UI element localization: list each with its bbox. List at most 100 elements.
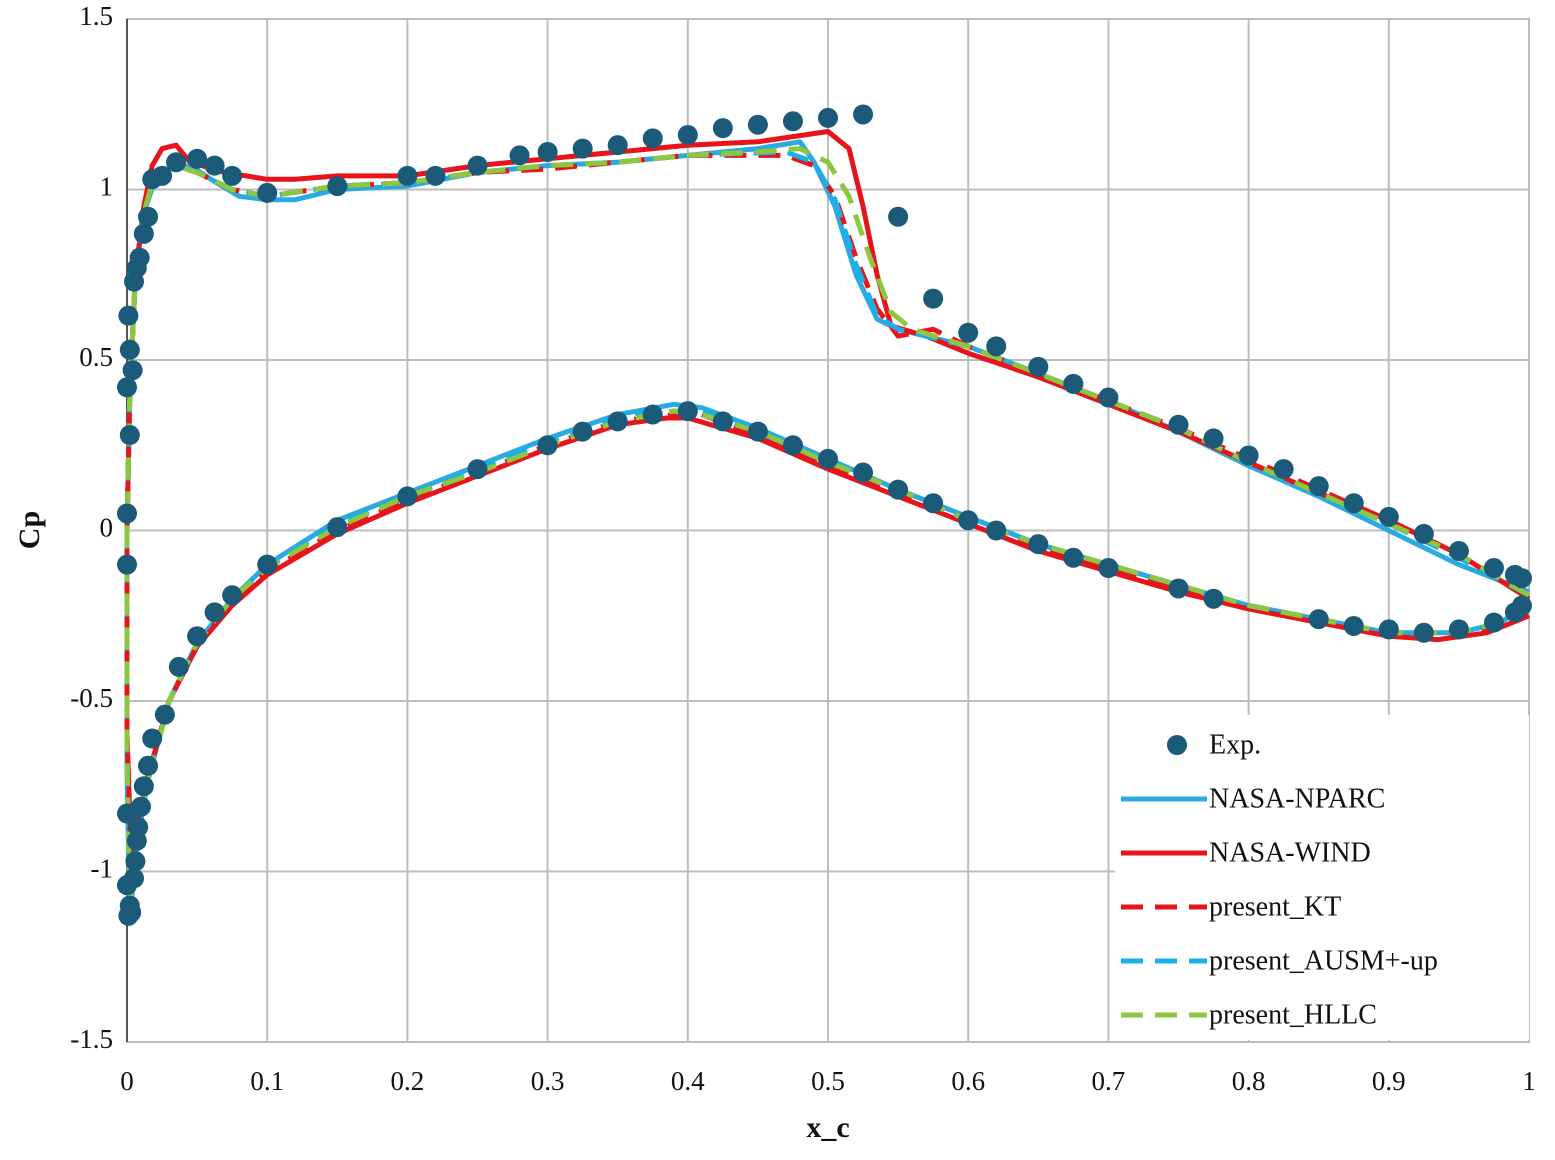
data-point bbox=[124, 868, 145, 889]
data-point bbox=[1448, 619, 1469, 640]
data-point bbox=[853, 104, 874, 125]
data-point bbox=[133, 223, 154, 244]
data-point bbox=[122, 360, 143, 381]
data-point bbox=[712, 118, 733, 139]
data-point bbox=[572, 421, 593, 442]
x-axis-title: x_c bbox=[806, 1111, 849, 1144]
data-point bbox=[257, 182, 278, 203]
data-point bbox=[607, 411, 628, 432]
y-tick-label: 1.5 bbox=[79, 1, 113, 31]
data-point bbox=[1343, 493, 1364, 514]
data-point bbox=[222, 585, 243, 606]
data-point bbox=[607, 135, 628, 156]
data-point bbox=[1168, 414, 1189, 435]
data-point bbox=[121, 902, 142, 923]
y-tick-label: 1 bbox=[100, 172, 114, 202]
data-point bbox=[204, 602, 225, 623]
y-tick-label: -1.5 bbox=[70, 1024, 113, 1054]
data-point bbox=[142, 728, 163, 749]
x-tick-label: 0.4 bbox=[671, 1066, 705, 1096]
data-point bbox=[467, 155, 488, 176]
data-point bbox=[642, 128, 663, 149]
data-point bbox=[537, 141, 558, 162]
data-point bbox=[467, 459, 488, 480]
data-point bbox=[397, 165, 418, 186]
x-tick-label: 0 bbox=[120, 1066, 134, 1096]
x-tick-label: 0.9 bbox=[1372, 1066, 1406, 1096]
data-point bbox=[131, 796, 152, 817]
legend-label: present_KT bbox=[1209, 891, 1341, 922]
data-point bbox=[425, 165, 446, 186]
legend-box bbox=[1115, 715, 1529, 1040]
data-point bbox=[1203, 428, 1224, 449]
data-point bbox=[119, 425, 140, 446]
y-tick-label: 0.5 bbox=[79, 342, 113, 372]
data-point bbox=[677, 124, 698, 145]
data-point bbox=[187, 148, 208, 169]
data-point bbox=[1413, 523, 1434, 544]
data-point bbox=[128, 817, 149, 838]
data-point bbox=[1448, 540, 1469, 561]
data-point bbox=[187, 626, 208, 647]
x-tick-label: 0.6 bbox=[951, 1066, 985, 1096]
data-point bbox=[642, 404, 663, 425]
data-point bbox=[397, 486, 418, 507]
data-point bbox=[986, 520, 1007, 541]
data-point bbox=[1273, 459, 1294, 480]
data-point bbox=[818, 107, 838, 128]
data-point bbox=[1098, 387, 1119, 408]
x-tick-label: 0.8 bbox=[1232, 1066, 1266, 1096]
data-point bbox=[133, 776, 154, 797]
data-point bbox=[166, 152, 187, 173]
data-point bbox=[1511, 568, 1532, 589]
x-tick-label: 1 bbox=[1522, 1066, 1536, 1096]
data-point bbox=[1098, 558, 1119, 579]
data-point bbox=[782, 435, 803, 456]
x-tick-label: 0.3 bbox=[531, 1066, 565, 1096]
data-point bbox=[152, 165, 173, 186]
data-point bbox=[537, 435, 558, 456]
data-point bbox=[1238, 445, 1259, 466]
data-point bbox=[1063, 547, 1084, 568]
data-point bbox=[138, 206, 159, 227]
data-point bbox=[986, 336, 1007, 357]
legend-label: present_HLLC bbox=[1209, 999, 1377, 1030]
data-point bbox=[119, 339, 140, 360]
data-point bbox=[1378, 506, 1399, 527]
y-axis-title: Cp bbox=[13, 511, 46, 549]
data-point bbox=[853, 462, 874, 483]
data-point bbox=[1308, 609, 1329, 630]
data-point bbox=[222, 165, 243, 186]
data-point bbox=[117, 377, 137, 398]
data-point bbox=[677, 401, 698, 422]
data-point bbox=[888, 206, 909, 227]
data-point bbox=[1378, 619, 1399, 640]
legend: Exp. NASA-NPARC NASA-WIND present_KTpresent… bbox=[1115, 715, 1529, 1040]
legend-label: Exp. bbox=[1209, 729, 1261, 760]
data-point bbox=[1343, 615, 1364, 636]
x-tick-label: 0.1 bbox=[250, 1066, 284, 1096]
data-point bbox=[1203, 588, 1224, 609]
data-point bbox=[747, 421, 768, 442]
data-point bbox=[509, 145, 530, 166]
data-point bbox=[1483, 558, 1504, 579]
data-point bbox=[1028, 356, 1049, 377]
data-point bbox=[117, 503, 137, 524]
data-point bbox=[129, 247, 150, 268]
data-point bbox=[1308, 476, 1329, 497]
data-point bbox=[958, 322, 979, 343]
data-point bbox=[747, 114, 768, 135]
legend-marker bbox=[1167, 735, 1187, 755]
data-point bbox=[118, 305, 139, 326]
data-point bbox=[1511, 595, 1532, 616]
legend-label: NASA-WIND bbox=[1209, 837, 1371, 868]
data-point bbox=[958, 510, 979, 531]
data-point bbox=[923, 288, 944, 309]
data-point bbox=[117, 554, 137, 575]
data-point bbox=[712, 411, 733, 432]
data-point bbox=[257, 554, 278, 575]
data-point bbox=[125, 851, 146, 872]
data-point bbox=[1028, 534, 1049, 555]
